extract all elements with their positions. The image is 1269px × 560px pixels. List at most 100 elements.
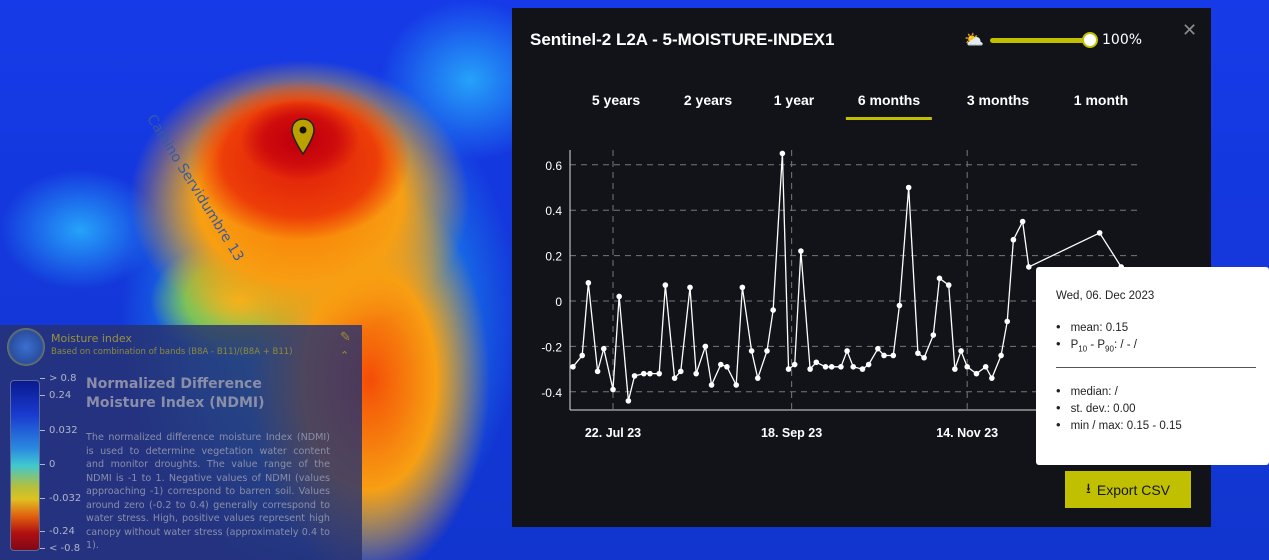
map-pin-icon[interactable] bbox=[291, 118, 315, 156]
tab-3-months[interactable]: 3 months bbox=[966, 92, 1030, 108]
data-point bbox=[998, 352, 1004, 359]
data-point bbox=[1019, 218, 1026, 225]
data-point bbox=[693, 370, 699, 377]
scale-tick: -0.24 bbox=[40, 526, 75, 537]
data-point bbox=[1026, 264, 1032, 270]
tab-1-month[interactable]: 1 month bbox=[1073, 92, 1129, 108]
scale-tick: -0.032 bbox=[40, 493, 81, 504]
legend-title: Moisture index bbox=[51, 332, 132, 345]
data-point bbox=[785, 366, 792, 372]
data-point bbox=[570, 364, 576, 370]
data-point bbox=[677, 368, 684, 375]
data-point bbox=[748, 348, 755, 354]
y-tick-label: 0.2 bbox=[545, 250, 562, 264]
data-point bbox=[718, 361, 724, 368]
cloud-coverage-icon: ⛅ bbox=[964, 30, 984, 49]
data-point bbox=[958, 348, 964, 354]
data-point bbox=[1004, 318, 1011, 325]
tab-5-years[interactable]: 5 years bbox=[591, 92, 641, 108]
data-point bbox=[1010, 236, 1017, 243]
data-point bbox=[890, 352, 897, 359]
data-point bbox=[798, 248, 804, 254]
x-tick-label: 18. Sep 23 bbox=[761, 426, 822, 440]
cloud-coverage-value: 100% bbox=[1102, 32, 1143, 48]
edit-icon[interactable]: ✎ bbox=[340, 330, 351, 345]
data-point bbox=[828, 364, 835, 370]
data-point bbox=[579, 352, 585, 359]
legend-panel: Moisture index Based on combination of b… bbox=[0, 325, 362, 560]
download-icon: ⭳ bbox=[1085, 479, 1091, 496]
y-tick-label: 0 bbox=[555, 295, 562, 309]
scale-tick: > 0.8 bbox=[40, 373, 76, 384]
scale-tick: < -0.8 bbox=[40, 543, 80, 554]
data-point bbox=[754, 375, 761, 381]
data-point bbox=[905, 184, 912, 191]
data-point bbox=[921, 354, 927, 361]
data-point bbox=[859, 366, 866, 372]
data-point bbox=[838, 364, 844, 370]
x-tick-label: 22. Jul 23 bbox=[585, 426, 641, 440]
y-tick-label: -0.4 bbox=[541, 386, 562, 400]
data-point bbox=[1096, 230, 1103, 236]
scale-tick: 0.24 bbox=[40, 390, 71, 401]
y-tick-label: 0.6 bbox=[545, 159, 562, 173]
tooltip-divider bbox=[1056, 367, 1256, 368]
scale-tick: 0 bbox=[40, 459, 55, 470]
data-point bbox=[724, 364, 730, 370]
export-csv-button[interactable]: ⭳ Export CSV bbox=[1065, 471, 1191, 508]
data-point bbox=[770, 307, 776, 313]
dialog-title: Sentinel-2 L2A - 5-MOISTURE-INDEX1 bbox=[530, 30, 835, 49]
close-icon[interactable]: ✕ bbox=[1182, 20, 1198, 41]
data-point bbox=[964, 364, 970, 370]
data-point bbox=[662, 282, 669, 288]
chart-tooltip: Wed, 06. Dec 2023 mean: 0.15 P10 - P90: … bbox=[1036, 267, 1269, 465]
data-point bbox=[708, 382, 715, 388]
tab-1-year[interactable]: 1 year bbox=[773, 92, 815, 108]
layer-thumbnail bbox=[7, 328, 45, 366]
cloud-coverage-slider[interactable] bbox=[990, 38, 1094, 43]
tooltip-stdev: st. dev.: 0.00 bbox=[1056, 400, 1182, 417]
collapse-icon[interactable]: ⌃ bbox=[340, 349, 350, 362]
data-point bbox=[641, 370, 647, 377]
data-point bbox=[844, 348, 850, 354]
data-point bbox=[594, 368, 601, 375]
data-point bbox=[850, 364, 857, 370]
data-point bbox=[881, 352, 887, 359]
tab-2-years[interactable]: 2 years bbox=[683, 92, 733, 108]
data-point bbox=[610, 386, 616, 393]
data-point bbox=[616, 293, 622, 300]
data-point bbox=[989, 375, 995, 381]
tooltip-date: Wed, 06. Dec 2023 bbox=[1056, 290, 1155, 302]
data-point bbox=[739, 284, 746, 291]
data-point bbox=[945, 282, 952, 288]
data-point bbox=[764, 348, 770, 354]
data-point bbox=[865, 361, 872, 368]
x-tick-label: 14. Nov 23 bbox=[936, 426, 998, 440]
data-point bbox=[822, 364, 829, 370]
tooltip-mean: mean: 0.15 bbox=[1056, 319, 1137, 336]
data-point bbox=[671, 375, 678, 381]
data-point bbox=[952, 366, 958, 372]
data-point bbox=[733, 382, 739, 388]
y-tick-label: -0.2 bbox=[541, 340, 562, 354]
data-point bbox=[600, 345, 607, 352]
data-point bbox=[791, 361, 798, 368]
data-point bbox=[647, 370, 653, 377]
data-point bbox=[813, 359, 820, 366]
tab-6-months[interactable]: 6 months bbox=[845, 92, 933, 120]
data-point bbox=[973, 370, 980, 377]
data-point bbox=[779, 150, 786, 157]
data-point bbox=[982, 364, 989, 370]
data-point bbox=[625, 398, 632, 404]
legend-heading: Normalized Difference Moisture Index (ND… bbox=[86, 376, 265, 411]
data-point bbox=[656, 370, 662, 377]
tooltip-minmax: min / max: 0.15 - 0.15 bbox=[1056, 417, 1182, 434]
legend-subtitle: Based on combination of bands (B8A - B11… bbox=[51, 347, 293, 357]
data-point bbox=[936, 275, 943, 282]
data-point bbox=[702, 343, 709, 350]
slider-handle[interactable] bbox=[1082, 32, 1098, 48]
data-point bbox=[875, 345, 881, 352]
scale-tick: 0.032 bbox=[40, 425, 78, 436]
data-point bbox=[585, 280, 592, 286]
data-point bbox=[915, 350, 921, 357]
